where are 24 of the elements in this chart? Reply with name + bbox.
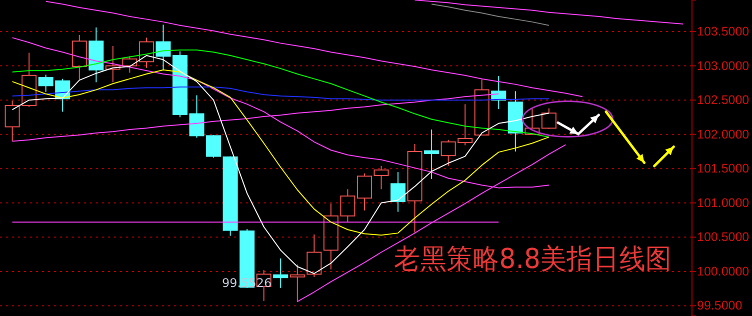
line-series (45, 0, 583, 98)
y-tick-label: 103.0000 (697, 58, 750, 73)
y-tick-label: 99.5000 (697, 298, 742, 313)
candlestick (290, 264, 305, 303)
candlestick (156, 24, 171, 72)
y-tick-label: 101.5000 (697, 162, 750, 176)
y-tick-label: 100.5000 (697, 230, 750, 244)
text: 老黑策略8.8美指日线图 (394, 243, 690, 275)
candlestick (424, 129, 440, 180)
y-tick-label: 103.5000 (697, 24, 750, 39)
line-series (414, 0, 684, 24)
candlestick (306, 234, 322, 278)
candlestick (273, 258, 288, 288)
y-tick-label: 102.0000 (697, 127, 750, 142)
candlestick (88, 26, 104, 83)
y-tick-label: 100.0000 (697, 264, 750, 278)
candlestick (508, 90, 523, 152)
candlestick (407, 143, 422, 233)
candlestick (390, 172, 406, 212)
y-tick-label: 102.5000 (697, 93, 750, 108)
candlestick (138, 37, 154, 68)
y-tick-label: 101.0000 (697, 196, 750, 210)
line-series (431, 4, 550, 26)
line-series (12, 69, 550, 236)
